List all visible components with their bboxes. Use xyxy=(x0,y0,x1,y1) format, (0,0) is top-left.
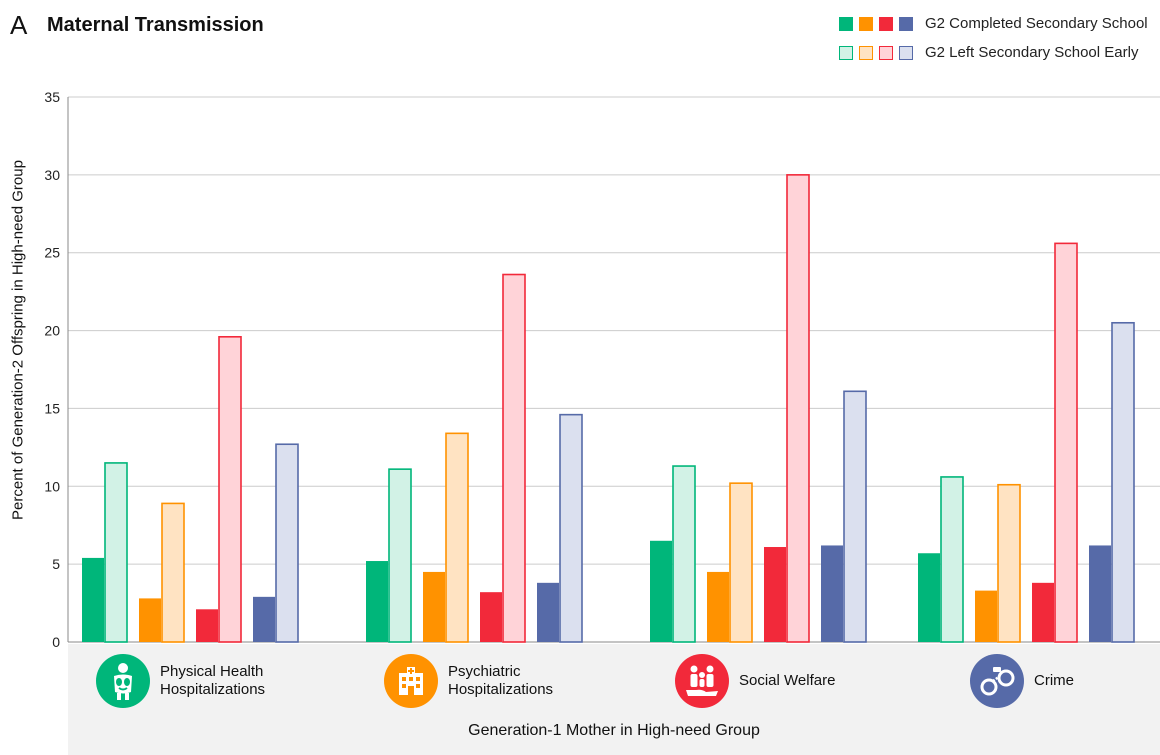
legend-completed: G2 Completed Secondary School xyxy=(839,15,1148,32)
bar-social-welfare-s1-completed xyxy=(650,540,672,642)
legend-label-left-early: G2 Left Secondary School Early xyxy=(925,44,1139,61)
bar-psychiatric-s4-left-early xyxy=(559,413,583,643)
y-tick-label: 35 xyxy=(44,89,60,105)
bar-physical-health-s1-completed xyxy=(82,557,104,642)
y-tick-label: 15 xyxy=(44,400,60,416)
bar-crime-s1-completed xyxy=(918,553,940,642)
bar-crime-s4-left-early xyxy=(1111,321,1135,643)
category-social-welfare: Social Welfare xyxy=(675,654,835,708)
bar-psychiatric-s1-left-early xyxy=(388,468,412,643)
category-crime: Crime xyxy=(970,654,1074,708)
bar-crime-s4-completed xyxy=(1089,545,1111,642)
bar-physical-health-s2-completed xyxy=(139,598,161,642)
bar-crime-s1-left-early xyxy=(940,476,964,643)
bar-social-welfare-s3-left-early xyxy=(786,174,810,643)
handcuffs-icon xyxy=(970,654,1024,708)
bar-social-welfare-s2-left-early xyxy=(729,482,753,643)
category-label-crime: Crime xyxy=(1034,672,1074,689)
category-physical-health: Physical Health Hospitalizations xyxy=(96,654,265,708)
category-label-physical-health: Physical Health Hospitalizations xyxy=(160,663,266,698)
family-hand-icon xyxy=(675,654,729,708)
bar-psychiatric-s3-completed xyxy=(480,592,502,642)
y-tick-label: 0 xyxy=(52,634,60,650)
y-tick-label: 25 xyxy=(44,245,60,261)
bar-physical-health-s1-left-early xyxy=(104,462,128,643)
bar-social-welfare-s4-left-early xyxy=(843,390,867,643)
y-tick-label: 20 xyxy=(44,323,60,339)
panel-letter: A xyxy=(10,10,28,40)
legend-swatch-green-solid xyxy=(839,16,853,31)
bar-physical-health-s3-left-early xyxy=(218,335,242,643)
bars xyxy=(82,174,1135,643)
bar-social-welfare-s2-completed xyxy=(707,571,729,642)
legend-label-completed: G2 Completed Secondary School xyxy=(925,15,1148,32)
y-tick-label: 5 xyxy=(52,556,60,572)
legend-swatch-red-solid xyxy=(879,16,893,31)
category-label-psychiatric: Psychiatric Hospitalizations xyxy=(448,663,554,698)
bar-crime-s2-left-early xyxy=(997,483,1021,643)
category-label-social-welfare: Social Welfare xyxy=(739,672,836,689)
y-tick-label: 30 xyxy=(44,167,60,183)
bar-crime-s3-left-early xyxy=(1054,242,1078,643)
bar-psychiatric-s4-completed xyxy=(537,582,559,642)
bar-psychiatric-s2-left-early xyxy=(445,432,469,643)
bar-psychiatric-s2-completed xyxy=(423,571,445,642)
bar-social-welfare-s1-left-early xyxy=(672,465,696,643)
legend-swatch-blue-solid xyxy=(899,16,913,31)
y-tick-label: 10 xyxy=(44,478,60,494)
bar-physical-health-s4-left-early xyxy=(275,443,299,643)
bar-crime-s2-completed xyxy=(975,590,997,642)
bar-physical-health-s3-completed xyxy=(196,609,218,642)
bar-physical-health-s4-completed xyxy=(253,596,275,642)
category-psychiatric: Psychiatric Hospitalizations xyxy=(384,654,553,708)
chart-title: Maternal Transmission xyxy=(47,14,264,36)
bar-physical-health-s2-left-early xyxy=(161,502,185,643)
bar-psychiatric-s1-completed xyxy=(366,561,388,642)
legend-swatch-red-light xyxy=(879,45,893,60)
bar-crime-s3-completed xyxy=(1032,582,1054,642)
legend-swatch-green-light xyxy=(839,45,853,60)
y-tick-labels: 0 5 10 15 20 25 30 35 xyxy=(44,89,60,650)
body-organs-icon xyxy=(96,654,150,708)
legend-swatch-blue-light xyxy=(899,45,913,60)
hospital-building-icon xyxy=(384,654,438,708)
legend-swatch-orange-solid xyxy=(859,16,873,31)
gridlines xyxy=(67,96,1160,643)
bar-social-welfare-s3-completed xyxy=(764,547,786,642)
legend-left-early: G2 Left Secondary School Early xyxy=(839,44,1138,61)
bar-psychiatric-s3-left-early xyxy=(502,273,526,643)
legend-swatch-orange-light xyxy=(859,45,873,60)
x-axis-label: Generation-1 Mother in High-need Group xyxy=(468,722,760,739)
bar-social-welfare-s4-completed xyxy=(821,545,843,642)
